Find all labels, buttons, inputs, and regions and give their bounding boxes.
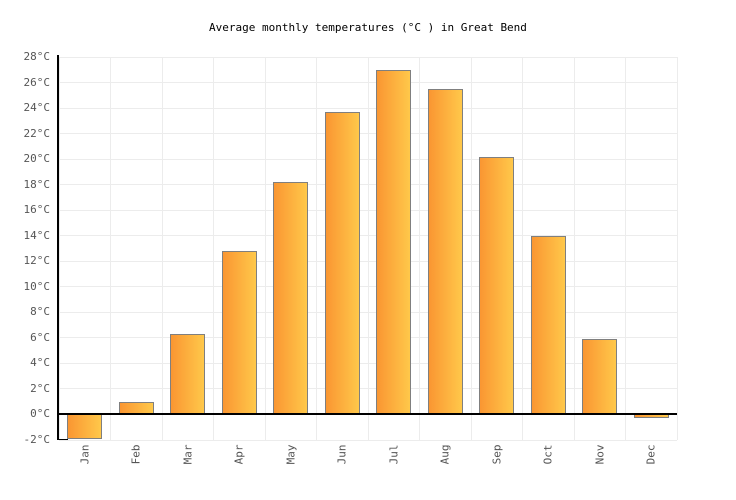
chart-title: Average monthly temperatures (°C ) in Gr… [209, 21, 527, 34]
v-gridline-10 [573, 57, 575, 440]
x-tick-sep: Sep [490, 444, 504, 465]
v-gridline-7 [419, 57, 420, 440]
v-gridline-8 [470, 57, 472, 440]
y-tick-4: 4°C [30, 356, 50, 370]
y-tick-20: 20°C [23, 152, 51, 166]
v-gridline-0 [58, 57, 60, 440]
x-tick-jul: Jul [387, 444, 401, 465]
bar-sep [479, 156, 515, 415]
zero-axis-line [57, 413, 677, 416]
v-gridline-5 [316, 57, 317, 440]
x-tick-jun: Jun [335, 444, 349, 465]
x-tick-dec: Dec [644, 444, 658, 465]
y-tick-10: 10°C [23, 279, 51, 293]
bar-jun [324, 111, 360, 415]
v-gridline-3 [213, 57, 214, 440]
y-axis-foot [57, 438, 68, 440]
y-tick-6: 6°C [30, 330, 50, 344]
bar-may [273, 182, 309, 415]
x-tick-may: May [284, 444, 298, 465]
y-tick-28: 28°C [23, 50, 51, 63]
y-tick-12: 12°C [23, 254, 51, 268]
y-tick-16: 16°C [23, 203, 51, 217]
bar-jan [67, 414, 103, 439]
bar-mar [170, 334, 206, 415]
v-gridline-1 [110, 57, 111, 440]
v-gridline-4 [264, 57, 266, 440]
y-tick-14: 14°C [23, 228, 51, 242]
x-tick-aug: Aug [438, 444, 452, 465]
x-tick-jan: Jan [78, 444, 92, 465]
y-axis-line [57, 55, 59, 440]
x-tick-feb: Feb [129, 444, 143, 465]
x-tick-nov: Nov [593, 444, 607, 465]
y-tick-2: 2°C [30, 381, 50, 395]
y-tick-8: 8°C [30, 305, 50, 319]
x-tick-oct: Oct [541, 444, 555, 465]
y-tick-26: 26°C [23, 75, 51, 89]
y-tick-22: 22°C [23, 126, 51, 140]
v-gridline-9 [522, 57, 523, 440]
x-tick-mar: Mar [181, 444, 195, 465]
h-gridline--2 [59, 439, 677, 441]
v-gridline-2 [161, 57, 163, 440]
bar-nov [582, 339, 618, 415]
y-tick-18: 18°C [23, 177, 51, 191]
bar-jul [376, 69, 412, 415]
v-gridline-12 [676, 57, 678, 440]
v-gridline-11 [625, 57, 626, 440]
bar-aug [427, 88, 463, 415]
bar-oct [530, 235, 566, 415]
y-tick-0: 0°C [30, 407, 50, 421]
x-tick-apr: Apr [232, 444, 246, 465]
bar-apr [221, 251, 257, 415]
v-gridline-6 [367, 57, 369, 440]
y-tick-24: 24°C [23, 101, 51, 115]
y-tick--2: -2°C [23, 433, 51, 446]
